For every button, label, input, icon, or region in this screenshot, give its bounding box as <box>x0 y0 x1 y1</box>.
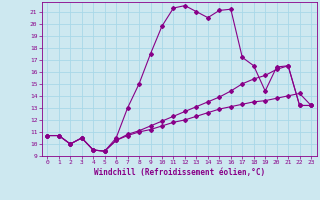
X-axis label: Windchill (Refroidissement éolien,°C): Windchill (Refroidissement éolien,°C) <box>94 168 265 177</box>
